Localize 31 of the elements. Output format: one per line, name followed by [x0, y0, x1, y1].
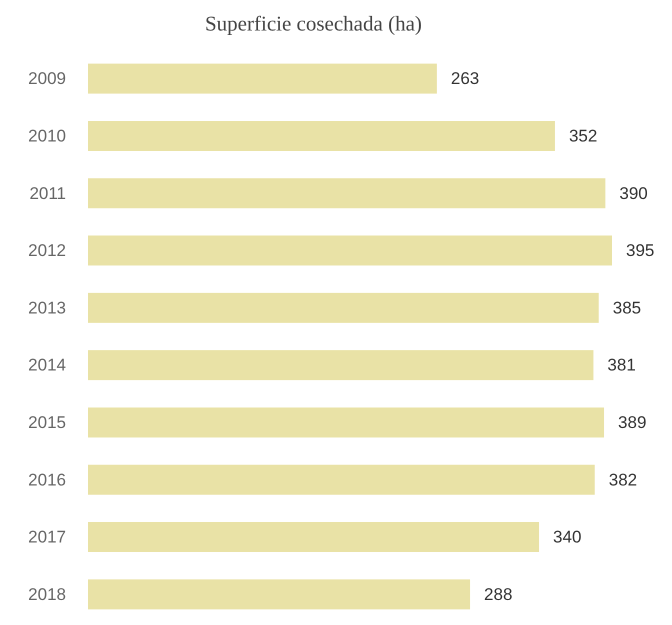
- bar: [88, 579, 470, 610]
- y-tick-label: 2018: [28, 584, 66, 604]
- data-label: 288: [484, 584, 512, 604]
- y-tick-label: 2017: [28, 528, 66, 547]
- data-label: 263: [450, 69, 480, 88]
- y-tick-label: 2013: [28, 298, 66, 318]
- data-label: 395: [626, 241, 654, 260]
- y-tick-label: 2014: [28, 356, 66, 375]
- data-label: 340: [553, 528, 582, 547]
- data-label: 352: [568, 126, 598, 146]
- bar: [88, 407, 604, 438]
- bar: [88, 464, 595, 495]
- bar: [88, 178, 606, 208]
- bar: [88, 522, 540, 552]
- bar: [88, 292, 599, 323]
- y-tick-label: 2012: [28, 241, 66, 260]
- data-label: 389: [618, 412, 646, 432]
- y-tick-label: 2016: [28, 470, 66, 490]
- y-tick-label: 2009: [28, 69, 66, 88]
- bar: [88, 120, 555, 151]
- data-label: 381: [607, 356, 636, 375]
- bar: [88, 350, 594, 380]
- data-label: 382: [608, 470, 638, 490]
- bar: [88, 236, 612, 266]
- y-tick-label: 2010: [28, 126, 66, 146]
- y-tick-label: 2015: [28, 412, 66, 432]
- y-tick-label: 2011: [29, 184, 66, 203]
- bar: [88, 64, 437, 94]
- data-label: 390: [619, 184, 648, 203]
- data-label: 385: [612, 298, 642, 318]
- chart-title: Superficie cosechada (ha): [205, 12, 422, 36]
